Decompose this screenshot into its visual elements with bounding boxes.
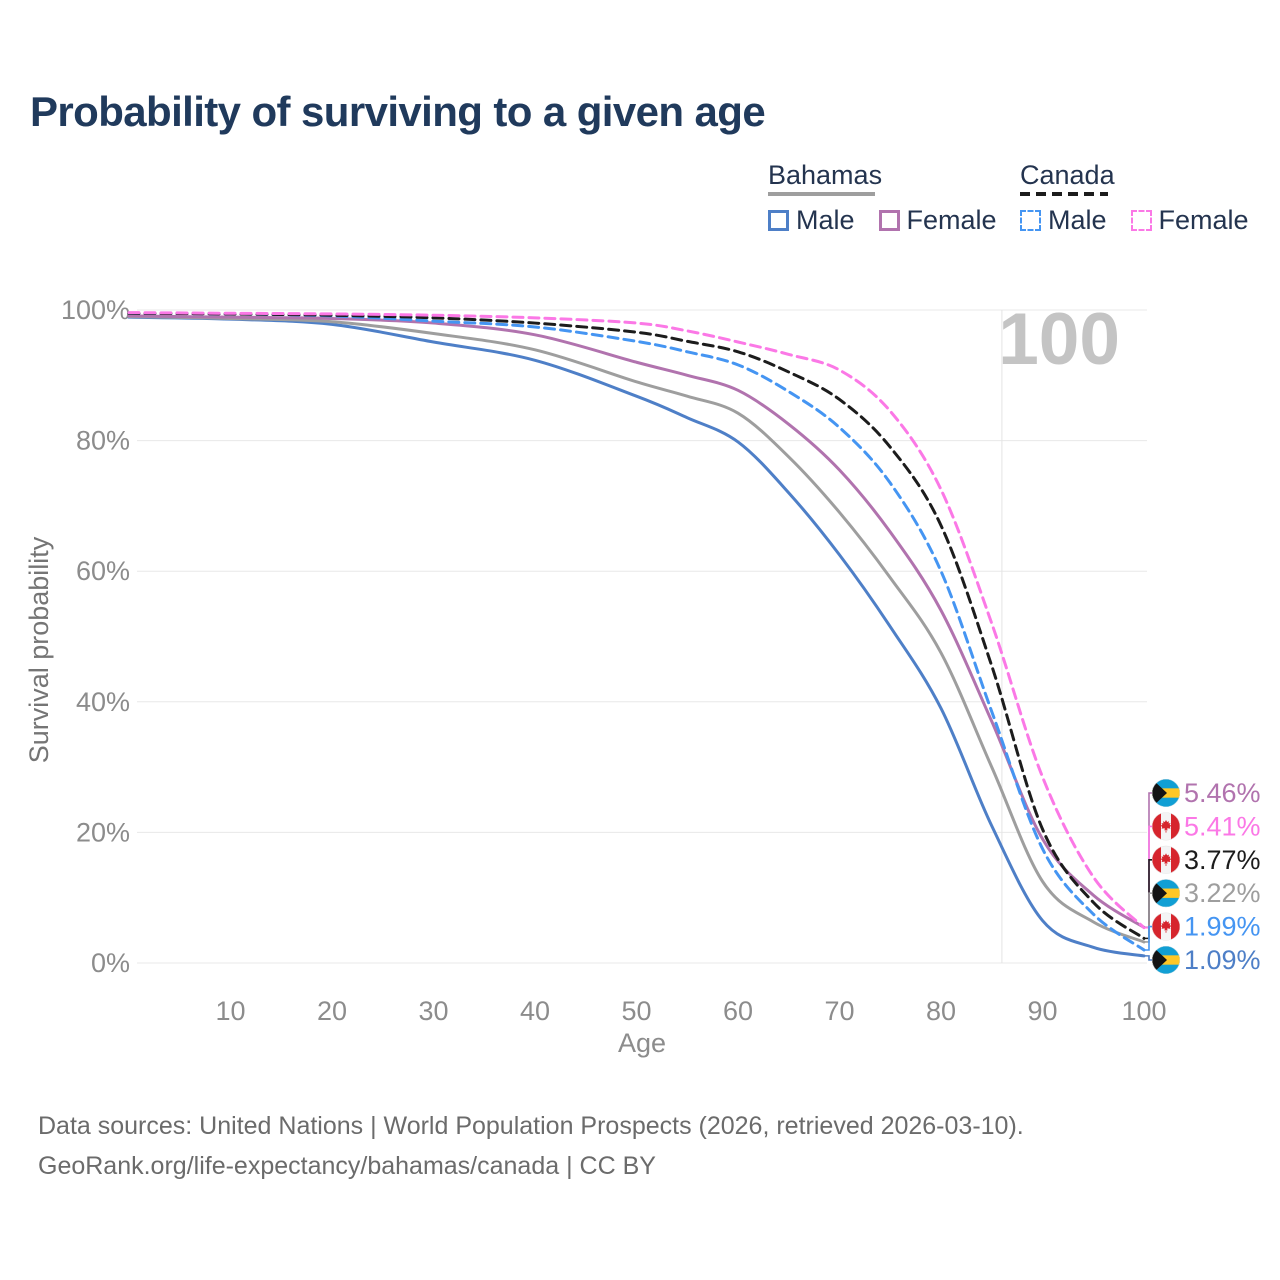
legend-swatch-canada-male[interactable] [1020,210,1041,231]
flag-icon-canada [1152,845,1180,874]
y-tick-40: 40% [76,687,130,717]
end-label-value: 1.99% [1184,912,1261,942]
series-line-canada-female[interactable] [127,311,1146,930]
legend-label-bahamas-female: Female [906,205,997,235]
x-tick-60: 60 [723,996,753,1026]
y-tick-60: 60% [76,556,130,586]
y-tick-20: 20% [76,817,130,847]
end-label-canada-male[interactable]: 1.99% [1152,912,1261,942]
legend-item-bahamas-female[interactable]: Female [878,205,997,236]
legend-group-canada: Canada Male Female [1020,160,1273,236]
x-tick-80: 80 [926,996,956,1026]
series-line-bahamas-total[interactable] [127,315,1146,944]
flag-icon-canada [1152,812,1180,841]
end-label-connector-bahamas-male [1144,955,1152,961]
end-label-connector-bahamas-total [1144,892,1152,943]
end-label-bahamas-male[interactable]: 1.09% [1152,945,1261,975]
series-line-bahamas-female[interactable] [127,314,1146,929]
x-tick-100: 100 [1121,996,1166,1026]
x-tick-10: 10 [215,996,245,1026]
legend-item-canada-male[interactable]: Male [1020,205,1107,236]
series-line-bahamas-male[interactable] [127,315,1146,958]
end-label-value: 1.09% [1184,945,1261,975]
legend-swatch-canada-female[interactable] [1130,210,1152,231]
end-label-value: 5.41% [1184,811,1261,841]
legend-item-canada-female[interactable]: Female [1130,205,1249,236]
flag-icon-bahamas [1152,779,1180,807]
end-label-bahamas-total[interactable]: 3.22% [1152,878,1261,908]
end-label-canada-total[interactable]: 3.77% [1152,845,1261,875]
end-label-connector-canada-male [1144,925,1152,951]
watermark-age-100: 100 [998,299,1120,380]
end-label-value: 3.22% [1184,878,1261,908]
flag-icon-canada [1152,912,1180,941]
footer-attribution-link[interactable]: GeoRank.org/life-expectancy/bahamas/cana… [38,1152,656,1180]
x-tick-40: 40 [520,996,550,1026]
legend-label-canada-female: Female [1158,205,1249,235]
footer-data-sources: Data sources: United Nations | World Pop… [38,1112,1024,1140]
x-axis-label: Age [618,1028,666,1058]
x-tick-90: 90 [1027,996,1057,1026]
flag-icon-bahamas [1152,946,1180,974]
legend-line-sample-solid [768,192,875,196]
legend-group-title-canada[interactable]: Canada [1020,160,1115,190]
end-label-bahamas-female[interactable]: 5.46% [1152,778,1261,808]
end-label-value: 3.77% [1184,845,1261,875]
series-line-canada-total[interactable] [127,311,1146,940]
x-tick-30: 30 [418,996,448,1026]
legend-group-title-bahamas[interactable]: Bahamas [768,160,883,190]
x-tick-50: 50 [621,996,651,1026]
footer: Data sources: United Nations | World Pop… [38,1106,1024,1186]
y-tick-0: 0% [91,948,130,978]
legend-label-bahamas-male: Male [796,205,855,235]
legend-line-sample-dashed [1020,192,1108,196]
legend-swatch-bahamas-male[interactable] [768,210,789,231]
series-line-canada-male[interactable] [127,311,1146,952]
end-label-connector-canada-female [1144,825,1152,929]
x-tick-70: 70 [824,996,854,1026]
legend-label-canada-male: Male [1048,205,1107,235]
y-tick-80: 80% [76,426,130,456]
chart-title: Probability of surviving to a given age [30,88,766,135]
end-label-value: 5.46% [1184,778,1261,808]
end-label-canada-female[interactable]: 5.41% [1152,811,1261,841]
x-tick-20: 20 [317,996,347,1026]
y-tick-100: 100% [61,295,130,325]
legend-group-bahamas: Bahamas Male Female [768,160,1021,236]
flag-icon-bahamas [1152,879,1180,908]
legend-swatch-bahamas-female[interactable] [878,210,900,231]
legend-item-bahamas-male[interactable]: Male [768,205,855,236]
y-axis-label: Survival probability [24,536,54,763]
